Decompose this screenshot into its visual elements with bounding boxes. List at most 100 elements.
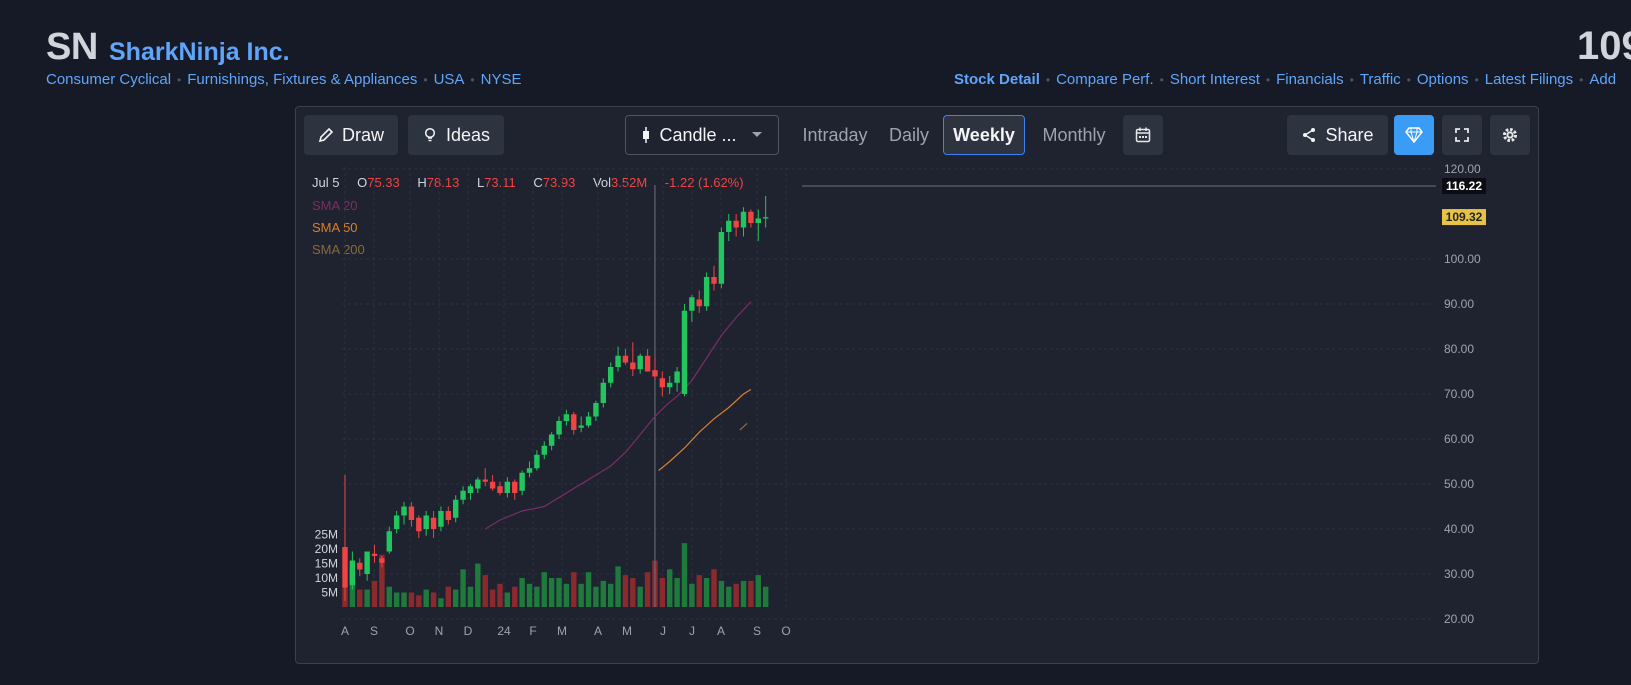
category-country-link[interactable]: USA <box>433 71 465 88</box>
nav-traffic[interactable]: Traffic <box>1359 71 1401 88</box>
volume-bar <box>711 569 717 607</box>
chevron-down-icon <box>751 132 762 137</box>
draw-button[interactable]: Draw <box>304 115 398 155</box>
candle-body <box>593 403 599 417</box>
settings-button[interactable] <box>1490 115 1530 155</box>
separator-dot: • <box>1159 73 1164 87</box>
nav-compare-perf[interactable]: Compare Perf. <box>1056 71 1154 88</box>
candle-body <box>548 434 555 446</box>
candle-body <box>674 371 680 383</box>
volume-bar <box>489 589 496 607</box>
candle-body <box>556 421 562 435</box>
volume-bar <box>689 583 695 607</box>
ohlc-legend: Jul 5 O75.33 H78.13 L73.11 C73.93 Vol3.5… <box>312 175 744 190</box>
x-tick-label: J <box>660 624 666 638</box>
sma20-label[interactable]: SMA 20 <box>312 198 358 213</box>
candle-body <box>408 506 415 520</box>
share-button[interactable]: Share <box>1287 115 1388 155</box>
volume-bar <box>497 583 503 607</box>
premium-button[interactable] <box>1394 115 1434 155</box>
nav-financials[interactable]: Financials <box>1276 71 1344 88</box>
nav-latest-filings[interactable]: Latest Filings <box>1484 71 1574 88</box>
volume-tick-label: 15M <box>315 557 338 571</box>
volume-bar <box>556 578 562 607</box>
candle-body <box>762 217 769 219</box>
volume-bar <box>423 589 429 607</box>
separator-dot: • <box>1045 73 1051 87</box>
period-intraday[interactable]: Intraday <box>802 124 868 145</box>
gear-icon <box>1503 128 1517 142</box>
price-chart[interactable]: 120.00 100.00 90.00 80.00 70.00 60.00 50.00 40.… <box>296 107 1538 663</box>
x-tick-label: M <box>622 624 632 638</box>
volume-bar <box>519 578 525 607</box>
x-tick-label: O <box>781 624 790 638</box>
separator-dot: • <box>1265 73 1271 87</box>
legend-change: -1.22 (1.62%) <box>664 175 744 190</box>
candle-body <box>667 382 673 388</box>
separator-dot: • <box>1406 73 1411 87</box>
candle-body <box>371 553 378 556</box>
candle-body <box>726 220 732 232</box>
fullscreen-button[interactable] <box>1442 115 1482 155</box>
company-name[interactable]: SharkNinja Inc. <box>109 38 290 66</box>
candle-body <box>630 362 636 370</box>
volume-tick-label: 20M <box>315 542 338 556</box>
candle-body <box>696 299 702 307</box>
candle-body <box>342 547 348 588</box>
period-monthly[interactable]: Monthly <box>1042 124 1106 145</box>
candle-body <box>497 486 503 493</box>
candle-body <box>386 531 392 552</box>
category-industry-link[interactable]: Furnishings, Fixtures & Appliances <box>187 71 418 88</box>
separator-dot: • <box>177 73 182 87</box>
candle-body <box>438 511 444 527</box>
candle-body <box>585 416 592 426</box>
y-tick-label: 50.00 <box>1444 477 1474 491</box>
candle-body <box>622 355 629 363</box>
category-sector-link[interactable]: Consumer Cyclical <box>46 71 172 88</box>
volume-bar <box>571 572 577 607</box>
candle-body <box>512 481 518 493</box>
volume-bar <box>379 554 385 607</box>
separator-dot: • <box>1579 73 1584 87</box>
x-tick-label: F <box>529 624 536 638</box>
nav-add[interactable]: Add <box>1589 71 1617 88</box>
ideas-button[interactable]: Ideas <box>408 115 504 155</box>
nav-short-interest[interactable]: Short Interest <box>1169 71 1260 88</box>
sma200-label[interactable]: SMA 200 <box>312 242 365 257</box>
share-icon <box>1303 128 1316 142</box>
volume-bar <box>696 575 702 607</box>
sma50-label[interactable]: SMA 50 <box>312 220 358 235</box>
date-range-button[interactable] <box>1123 115 1163 155</box>
volume-bar <box>460 569 466 607</box>
x-tick-label: S <box>753 624 761 638</box>
candle-body <box>607 367 614 383</box>
separator-dot: • <box>423 73 428 87</box>
period-weekly[interactable]: Weekly <box>943 115 1025 155</box>
sma20-line <box>484 301 752 530</box>
nav-options[interactable]: Options <box>1416 71 1469 88</box>
x-tick-label: 24 <box>497 624 511 638</box>
volume-bar <box>445 586 452 607</box>
legend-low-value: 73.11 <box>484 175 516 190</box>
candle-body <box>416 517 422 532</box>
nav-stock-detail[interactable]: Stock Detail <box>954 71 1040 88</box>
category-exchange-link[interactable]: NYSE <box>480 71 522 88</box>
legend-vol-label: Vol <box>592 175 612 190</box>
legend-date: Jul 5 <box>312 175 340 190</box>
volume-bar <box>401 592 407 607</box>
candle-body <box>534 454 540 469</box>
candlestick-icon <box>643 127 650 143</box>
volume-bar <box>585 572 592 607</box>
candle-body <box>703 277 710 307</box>
chart-type-label: Candle ... <box>659 124 737 145</box>
volume-bar <box>482 575 488 607</box>
x-tick-label: D <box>464 624 473 638</box>
volume-tick-label: 10M <box>315 571 338 585</box>
chart-type-select[interactable]: Candle ... <box>625 115 779 155</box>
diamond-icon <box>1405 127 1423 143</box>
candle-body <box>681 310 688 394</box>
last-price-tag-bg <box>1442 209 1486 226</box>
candle-body <box>711 277 717 284</box>
candle-body <box>489 481 496 489</box>
period-daily[interactable]: Daily <box>888 124 929 145</box>
